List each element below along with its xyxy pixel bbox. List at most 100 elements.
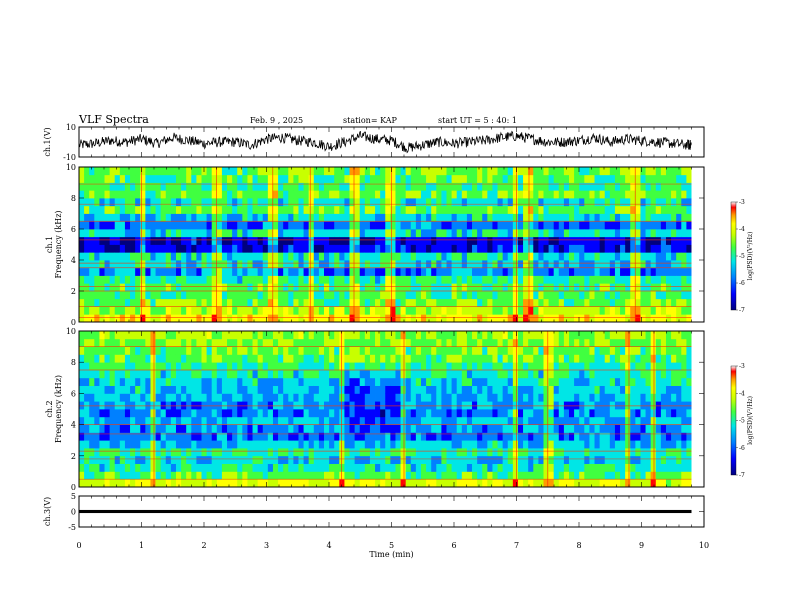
spectrogram-cell — [513, 386, 519, 394]
spectrogram-cell — [176, 206, 182, 214]
spectrogram-cell — [258, 252, 264, 260]
spectrogram-cell — [191, 206, 197, 214]
spectrogram-cell — [84, 291, 90, 299]
spectrogram-cell — [288, 354, 294, 362]
spectrogram-cell — [329, 386, 335, 394]
spectrogram-cell — [426, 471, 432, 479]
spectrogram-cell — [263, 276, 269, 284]
spectrogram-cell — [477, 479, 483, 487]
spectrogram-cell — [166, 339, 172, 347]
spectrogram-cell — [533, 245, 539, 253]
spectrogram-cell — [543, 229, 549, 237]
spectrogram-cell — [94, 393, 100, 401]
spectrogram-cell — [528, 347, 534, 355]
spectrogram-cell — [375, 370, 381, 378]
spectrogram-cell — [156, 386, 162, 394]
spectrogram-cell — [610, 448, 616, 456]
spectrogram-cell — [640, 393, 646, 401]
spectrogram-cell — [635, 456, 641, 464]
spectrogram-cell — [196, 479, 202, 487]
spectrogram-cell — [207, 198, 213, 206]
spectrogram-cell — [543, 314, 549, 322]
spectrogram-cell — [334, 370, 340, 378]
spectrogram-cell — [186, 299, 192, 307]
spectrogram-cell — [120, 214, 126, 222]
spectrogram-cell — [380, 291, 386, 299]
spectrogram-cell — [105, 347, 111, 355]
spectrogram-cell — [671, 175, 677, 183]
spectrogram-cell — [365, 229, 371, 237]
spectrogram-cell — [247, 464, 253, 472]
spectrogram-cell — [411, 245, 417, 253]
spectrogram-cell — [615, 479, 621, 487]
spectrogram-cell — [401, 417, 407, 425]
spectrogram-cell — [196, 190, 202, 198]
spectrogram-cell — [339, 190, 345, 198]
spectrogram-cell — [370, 386, 376, 394]
spectrogram-cell — [288, 299, 294, 307]
spectrogram-cell — [421, 409, 427, 417]
spectrogram-cell — [105, 354, 111, 362]
spectrogram-cell — [646, 291, 652, 299]
spectrogram-cell — [166, 401, 172, 409]
spectrogram-cell — [247, 393, 253, 401]
spectrogram-cell — [686, 283, 692, 291]
spectrogram-cell — [452, 456, 458, 464]
spectrogram-cell — [217, 479, 223, 487]
spectrogram-cell — [288, 198, 294, 206]
spectrogram-cell — [304, 409, 310, 417]
spectrogram-cell — [503, 175, 509, 183]
spectrogram-cell — [344, 307, 350, 315]
spectrogram-cell — [258, 425, 264, 433]
spectrogram-cell — [344, 362, 350, 370]
spectrogram-cell — [666, 291, 672, 299]
spectrogram-cell — [554, 237, 560, 245]
spectrogram-cell — [293, 479, 299, 487]
spectrogram-cell — [600, 229, 606, 237]
spectrogram-cell — [258, 464, 264, 472]
spectrogram-cell — [309, 291, 315, 299]
spectrogram-cell — [595, 260, 601, 268]
spectrogram-cell — [656, 354, 662, 362]
spectrogram-cell — [686, 291, 692, 299]
spectrogram-cell — [584, 347, 590, 355]
spectrogram-cell — [217, 378, 223, 386]
spectrogram-cell — [355, 354, 361, 362]
spectrogram-cell — [181, 339, 187, 347]
spectrogram-cell — [467, 291, 473, 299]
spectrogram-cell — [395, 245, 401, 253]
spectrogram-cell — [385, 229, 391, 237]
spectrogram-cell — [79, 425, 85, 433]
spectrogram-cell — [666, 252, 672, 260]
spectrogram-cell — [513, 175, 519, 183]
spectrogram-cell — [538, 276, 544, 284]
spectrogram-cell — [518, 417, 524, 425]
spectrogram-cell — [171, 347, 177, 355]
spectrogram-cell — [196, 167, 202, 175]
spectrogram-cell — [380, 260, 386, 268]
spectrogram-cell — [365, 331, 371, 339]
spectrogram-cell — [508, 440, 514, 448]
spectrogram-cell — [615, 347, 621, 355]
spectrogram-cell — [584, 252, 590, 260]
spectrogram-cell — [666, 347, 672, 355]
spectrogram-cell — [390, 347, 396, 355]
spectrogram-cell — [99, 268, 105, 276]
spectrogram-cell — [186, 190, 192, 198]
spectrogram-cell — [375, 425, 381, 433]
spectrogram-cell — [304, 229, 310, 237]
spectrogram-cell — [288, 425, 294, 433]
spectrogram-cell — [549, 190, 555, 198]
spectrogram-cell — [549, 417, 555, 425]
spectrogram-cell — [661, 386, 667, 394]
spectrogram-cell — [482, 448, 488, 456]
spectrogram-cell — [651, 190, 657, 198]
spectrogram-cell — [344, 479, 350, 487]
spectrogram-cell — [615, 260, 621, 268]
spectrogram-cell — [681, 314, 687, 322]
spectrogram-cell — [202, 198, 208, 206]
spectrogram-cell — [304, 417, 310, 425]
spectrogram-cell — [620, 464, 626, 472]
spectrogram-cell — [666, 479, 672, 487]
spectrogram-cell — [554, 268, 560, 276]
